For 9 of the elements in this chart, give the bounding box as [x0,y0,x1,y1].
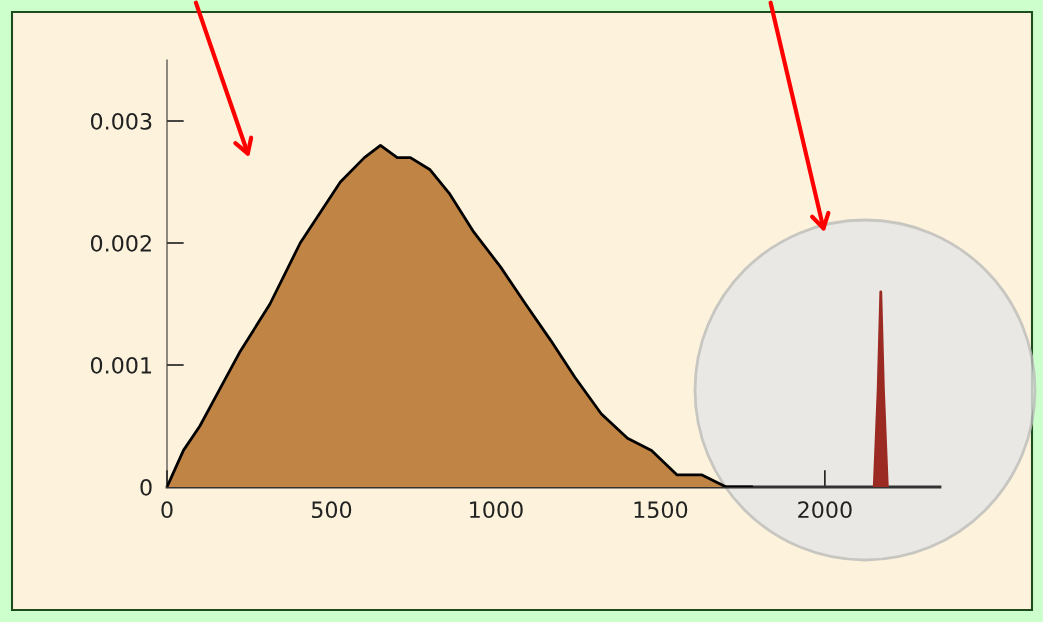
x-tick-label: 500 [311,501,352,519]
x-tick-label: 1000 [470,501,523,519]
x-tick-label: 0 [161,501,173,519]
y-tick-label: 0.002 [90,234,151,252]
y-tick-label: 0.003 [90,112,152,130]
x-tick-label: 1500 [634,501,688,519]
x-tick-label: 2000 [798,501,852,519]
y-tick-label: 0.001 [90,356,152,374]
y-tick-label: 0 [140,478,152,496]
